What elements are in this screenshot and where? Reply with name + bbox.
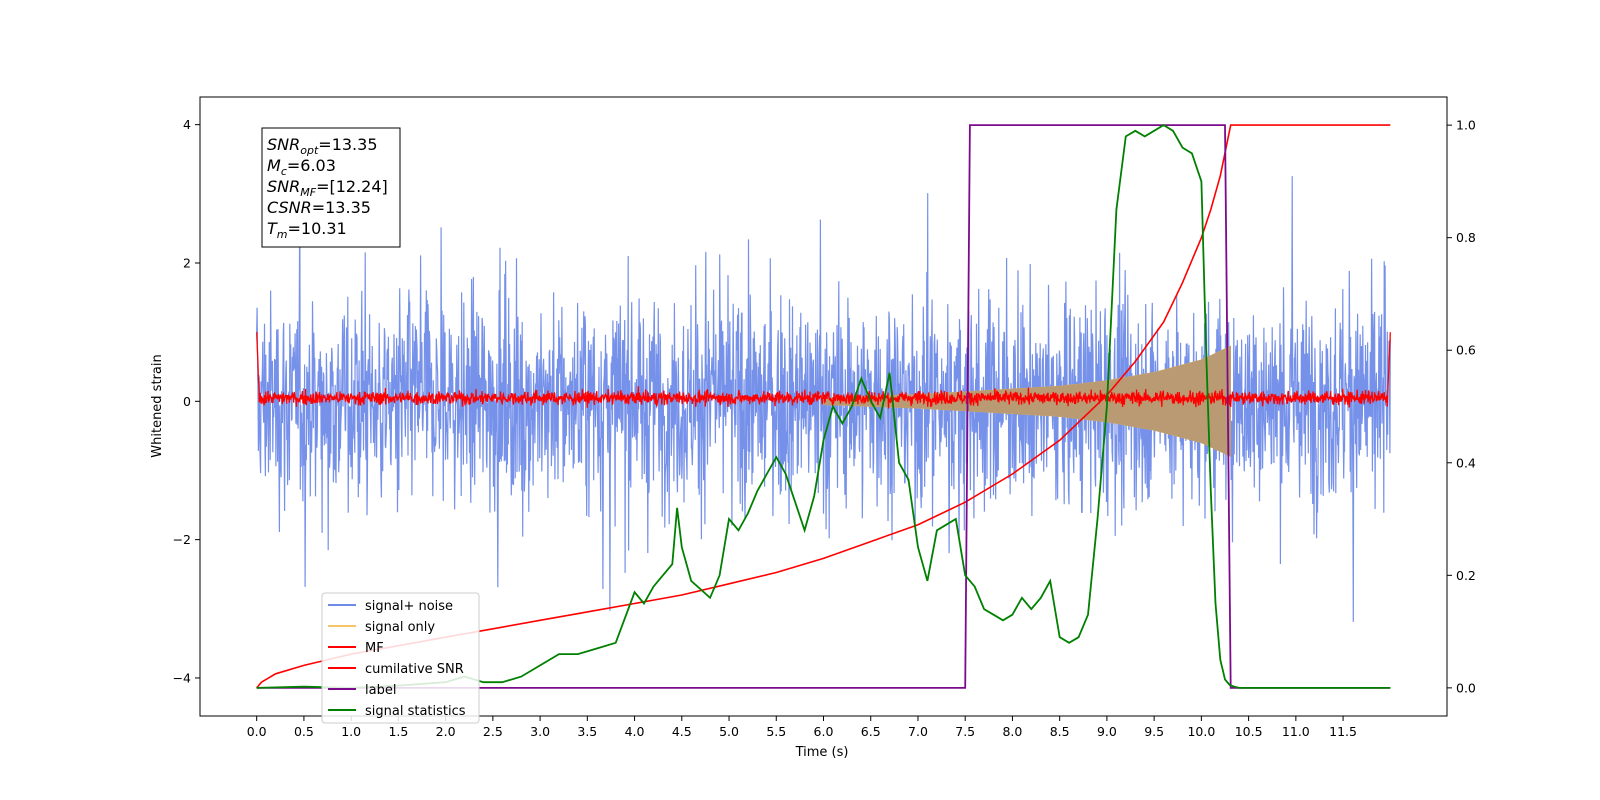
legend-frame: [321, 592, 480, 724]
y-tick-label: 0: [183, 394, 191, 409]
y2-tick-label: 0.6: [1456, 343, 1476, 358]
y2-tick-label: 0.4: [1456, 455, 1476, 470]
x-tick-label: 4.5: [672, 724, 692, 739]
x-axis-title: Time (s): [795, 745, 849, 760]
annotation-line: SNRMF=[12.24]: [267, 177, 388, 199]
legend-label: signal only: [365, 620, 435, 635]
y2-tick-label: 0.2: [1456, 568, 1476, 583]
y-axis-right: 0.0 0.2 0.4 0.6 0.8 1.0: [1447, 118, 1476, 695]
x-tick-label: 10.5: [1235, 724, 1263, 739]
x-tick-label: 6.0: [814, 724, 834, 739]
y-axis-left: −4 −2 0 2 4: [173, 117, 200, 685]
series-signal-only: [823, 345, 1231, 458]
series-signal-statistics: [256, 124, 1391, 689]
x-tick-label: 6.5: [861, 724, 881, 739]
legend-label: signal statistics: [365, 704, 466, 719]
y2-tick-label: 0.0: [1456, 680, 1476, 695]
y-tick-label: −2: [173, 532, 191, 547]
x-tick-label: 11.0: [1282, 724, 1310, 739]
x-tick-label: 4.0: [625, 724, 645, 739]
x-tick-label: 11.5: [1329, 724, 1357, 739]
x-tick-label: 2.5: [483, 724, 503, 739]
x-tick-label: 8.0: [1002, 724, 1022, 739]
x-tick-label: 7.5: [955, 724, 975, 739]
y-tick-label: 2: [183, 255, 191, 270]
annotation-line: SNRopt=13.35: [267, 135, 378, 157]
x-axis: 0.0 0.5 1.0 1.5 2.0 2.5 3.0 3.5 4.0 4.5 5.0 5.5 6.0 6…: [247, 716, 1357, 739]
x-tick-label: 3.5: [577, 724, 597, 739]
x-tick-label: 0.0: [247, 724, 267, 739]
x-tick-label: 5.5: [766, 724, 786, 739]
legend-label: MF: [365, 641, 384, 656]
annotation-box: SNRopt=13.35Mc=6.03SNRMF=[12.24]CSNR=13.…: [261, 127, 401, 248]
y-tick-label: −4: [173, 670, 191, 685]
x-tick-label: 1.5: [388, 724, 408, 739]
annotation-line: CSNR=13.35: [267, 198, 371, 217]
x-tick-label: 9.5: [1144, 724, 1164, 739]
series-mf: [256, 332, 1391, 409]
x-tick-label: 3.0: [530, 724, 550, 739]
signal-only-envelope: [823, 345, 1231, 458]
mf-line: [256, 332, 1391, 409]
y-tick-label: 4: [183, 117, 191, 132]
x-tick-label: 7.0: [908, 724, 928, 739]
annotation-box-frame: [261, 127, 401, 248]
y2-tick-label: 0.8: [1456, 230, 1476, 245]
x-tick-label: 5.0: [719, 724, 739, 739]
y2-tick-label: 1.0: [1456, 118, 1476, 133]
x-tick-label: 9.0: [1097, 724, 1117, 739]
legend: signal+ noise signal only MF cumilative SNR…: [321, 592, 480, 724]
x-tick-label: 1.0: [341, 724, 361, 739]
x-tick-label: 0.5: [294, 724, 314, 739]
x-tick-label: 2.0: [436, 724, 456, 739]
y-axis-title: Whitened strain: [150, 354, 165, 457]
legend-label: signal+ noise: [365, 599, 453, 614]
x-tick-label: 8.5: [1050, 724, 1070, 739]
legend-label: label: [365, 683, 396, 698]
annotation-line: Tm=10.31: [267, 219, 347, 241]
annotation-line: Mc=6.03: [267, 156, 336, 178]
legend-label: cumilative SNR: [365, 662, 464, 677]
x-tick-label: 10.0: [1187, 724, 1215, 739]
